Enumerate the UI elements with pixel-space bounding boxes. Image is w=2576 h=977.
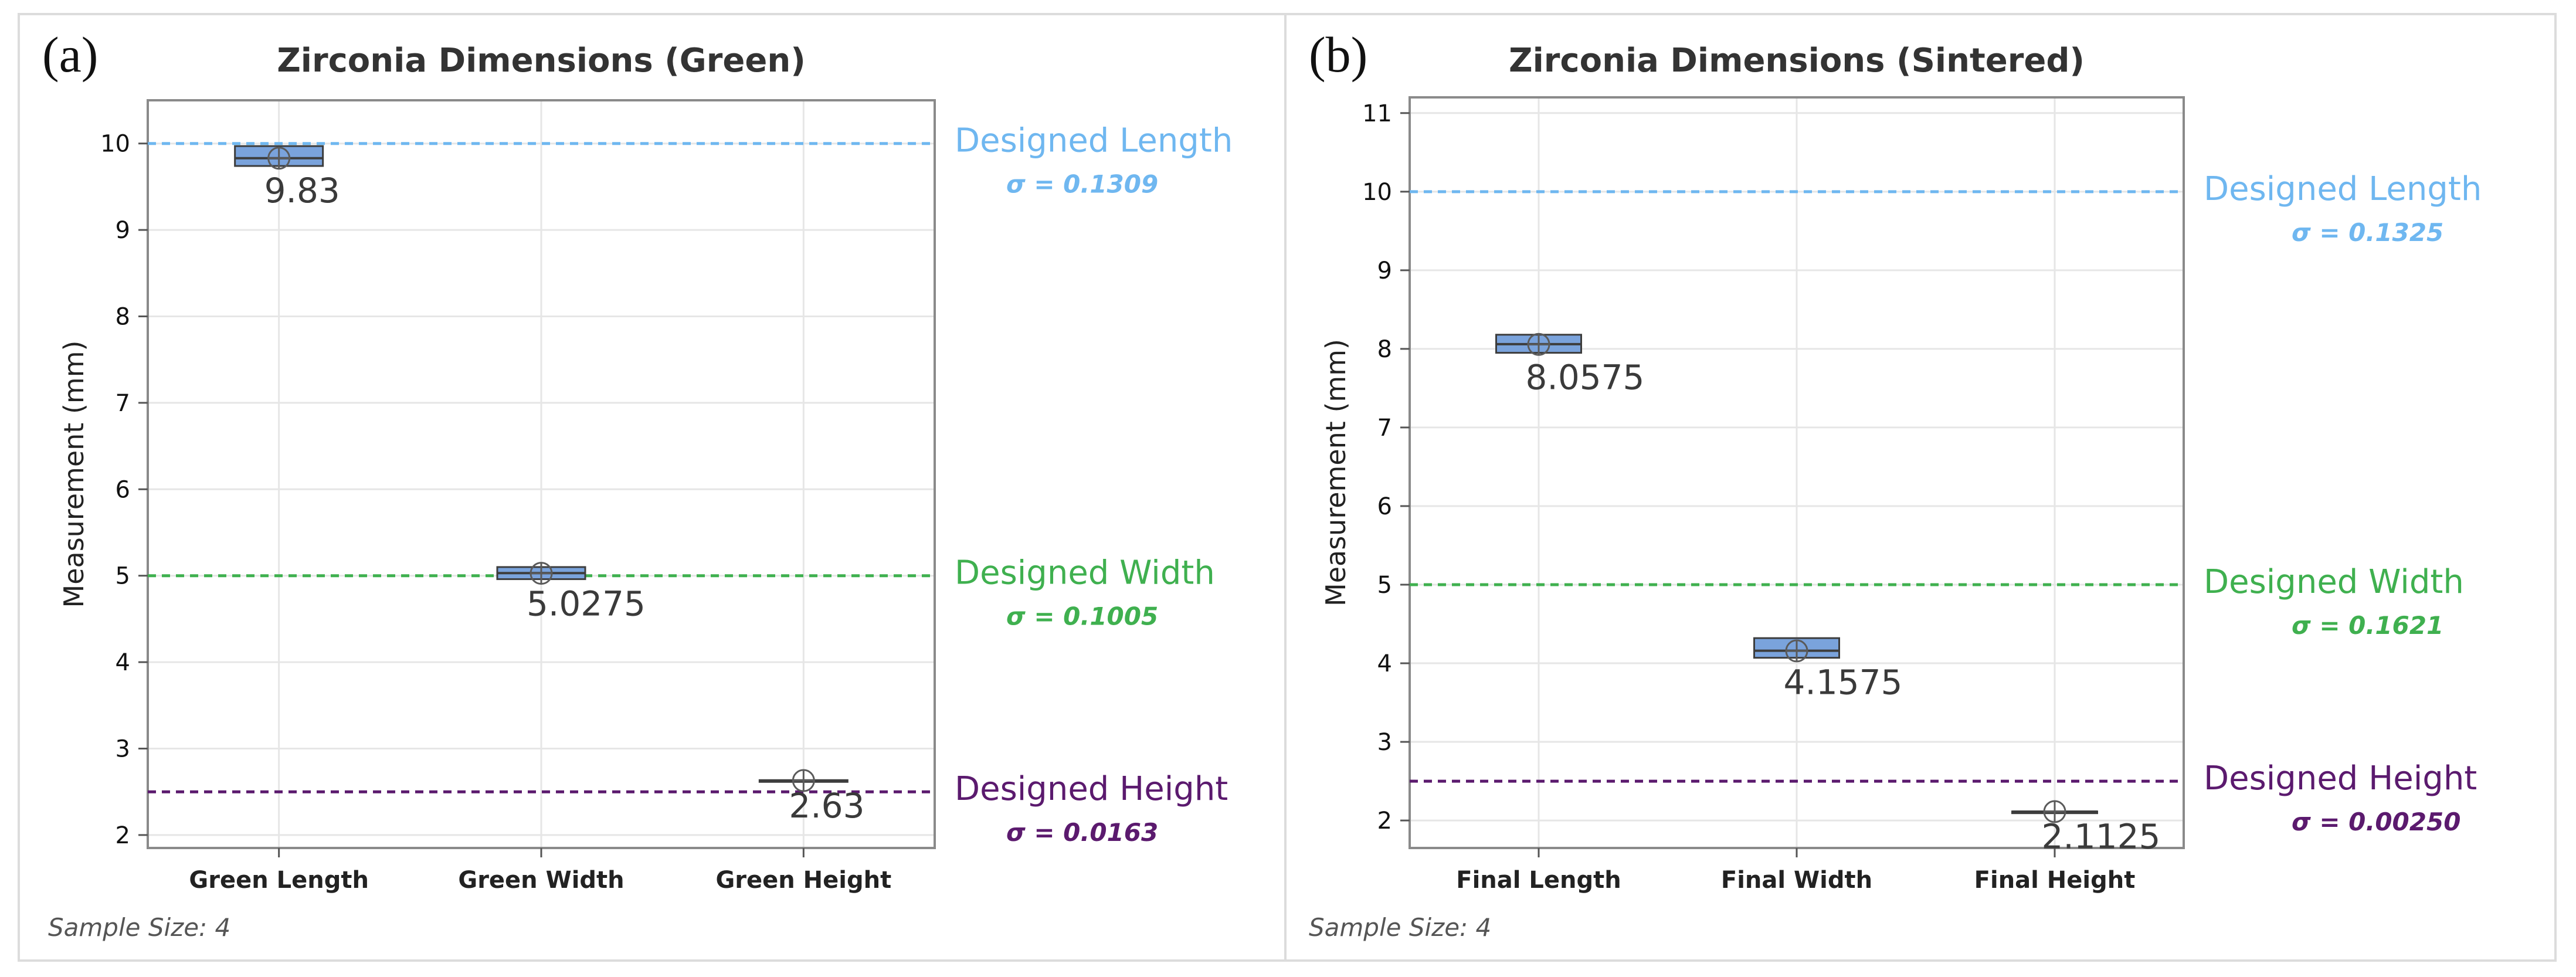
x-tick-label-final-length: Final Length [1456, 867, 1621, 894]
x-tick-label-green-width: Green Width [458, 867, 624, 894]
data-label-final-height: 2.1125 [2042, 816, 2161, 856]
chart-green: (a) Zirconia Dimensions (Green) 2 3 4 5 6 7 8 9 10… [42, 26, 1233, 942]
y-tick-label: 7 [1377, 415, 1392, 442]
y-tick-label: 6 [1377, 493, 1392, 520]
y-tick-label: 3 [116, 735, 130, 762]
y-tick-label: 4 [1377, 650, 1392, 677]
y-tick-label: 3 [1377, 729, 1392, 756]
y-tick-label: 4 [116, 649, 130, 676]
reference-label-designed-width: Designed Width [2204, 563, 2464, 601]
y-tick-label: 9 [116, 217, 130, 244]
y-tick-label: 2 [1377, 808, 1392, 834]
data-label-final-width: 4.1575 [1784, 663, 1903, 703]
y-tick-label: 10 [1362, 179, 1392, 206]
y-tick-label: 5 [116, 563, 130, 590]
sample-size-note: Sample Size: 4 [1309, 913, 1491, 942]
data-label-final-length: 8.0575 [1526, 358, 1645, 398]
x-tick-label-final-width: Final Width [1721, 867, 1872, 894]
y-axis-label: Measurement (mm) [1320, 339, 1352, 606]
data-label-green-height: 2.63 [789, 786, 864, 826]
y-tick-label: 8 [116, 303, 130, 330]
chart-title: Zirconia Dimensions (Sintered) [1509, 42, 2085, 80]
reference-label-designed-width: Designed Width [955, 554, 1215, 592]
sigma-label: σ = 0.1325 [2292, 218, 2443, 247]
y-tick-label: 8 [1377, 336, 1392, 363]
sigma-label: σ = 0.1621 [2292, 611, 2443, 640]
sample-size-note: Sample Size: 4 [48, 913, 230, 942]
reference-label-designed-length: Designed Length [2204, 170, 2482, 208]
x-tick-label-green-height: Green Height [715, 867, 891, 894]
y-tick-label: 7 [116, 390, 130, 417]
y-tick-label: 5 [1377, 572, 1392, 599]
data-label-green-length: 9.83 [264, 171, 340, 211]
y-tick-label: 6 [116, 476, 130, 503]
y-tick-label: 10 [100, 131, 130, 158]
y-tick-label: 2 [116, 822, 130, 849]
panel-a: (a) Zirconia Dimensions (Green) 2 3 4 5 6 7 8 9 10… [18, 13, 1287, 962]
chart-title: Zirconia Dimensions (Green) [277, 42, 806, 80]
sigma-label: σ = 0.0163 [1006, 818, 1158, 847]
data-label-green-width: 5.0275 [527, 584, 646, 624]
panel-label: (b) [1309, 26, 1367, 83]
y-axis-label: Measurement (mm) [58, 341, 90, 608]
x-tick-label-green-length: Green Length [189, 867, 369, 894]
panel-b: (b) Zirconia Dimensions (Sintered) 2 3 4 5 6 7 8… [1284, 13, 2557, 962]
reference-label-designed-length: Designed Length [955, 122, 1233, 160]
x-tick-label-final-height: Final Height [1974, 867, 2136, 894]
y-tick-label: 9 [1377, 257, 1392, 284]
chart-sintered: (b) Zirconia Dimensions (Sintered) 2 3 4 5 6 7 8… [1309, 26, 2482, 942]
sigma-label: σ = 0.00250 [2292, 808, 2460, 836]
panel-label: (a) [42, 26, 98, 83]
y-tick-label: 11 [1362, 100, 1392, 127]
sigma-label: σ = 0.1005 [1006, 602, 1158, 631]
sigma-label: σ = 0.1309 [1006, 170, 1158, 199]
reference-label-designed-height: Designed Height [955, 770, 1228, 808]
reference-label-designed-height: Designed Height [2204, 759, 2477, 798]
